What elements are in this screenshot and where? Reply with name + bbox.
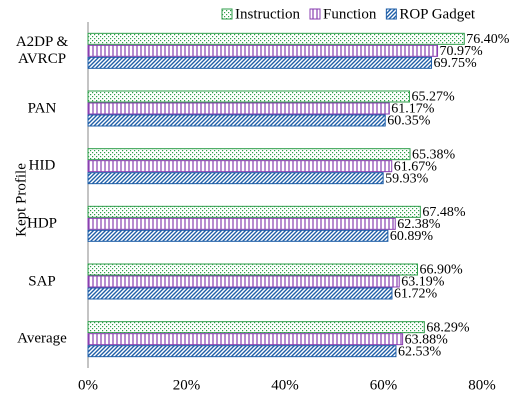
value-label: 76.40%	[466, 32, 510, 47]
legend-swatch	[221, 8, 233, 20]
bar	[87, 217, 396, 230]
value-label: 69.75%	[434, 56, 478, 71]
legend-label: ROP Gadget	[399, 6, 476, 22]
bar	[87, 321, 425, 334]
bar	[87, 148, 411, 161]
x-tick-label: 80%	[468, 377, 496, 393]
y-axis-label: Kept Profile	[13, 163, 29, 237]
x-tick-label: 60%	[370, 377, 398, 393]
y-tick-label: PAN	[27, 100, 57, 116]
legend-swatch	[385, 8, 397, 20]
bar	[87, 32, 465, 45]
y-tick-label: Average	[17, 330, 67, 347]
x-tick-label: 20%	[173, 377, 201, 393]
value-label: 67.48%	[422, 205, 466, 220]
legend-label: Function	[323, 6, 377, 22]
bar	[87, 102, 390, 115]
value-label: 60.89%	[390, 229, 434, 244]
bar	[87, 333, 404, 346]
bar	[87, 287, 393, 300]
value-label: 61.17%	[391, 102, 435, 117]
value-label: 61.72%	[394, 287, 438, 302]
x-tick-label: 0%	[78, 377, 98, 393]
bar	[87, 275, 400, 288]
value-label: 59.93%	[385, 171, 429, 186]
y-tick-label: HID	[28, 157, 56, 174]
value-label: 62.53%	[398, 344, 442, 359]
value-label: 63.19%	[401, 275, 445, 290]
value-label: 62.38%	[397, 217, 441, 232]
value-label: 63.88%	[405, 332, 449, 347]
bar	[87, 44, 439, 57]
bar	[87, 172, 384, 185]
legend-swatch	[309, 8, 321, 20]
bar	[87, 229, 389, 242]
bar	[87, 114, 386, 127]
value-label: 65.38%	[412, 147, 456, 162]
value-label: 70.97%	[440, 44, 484, 59]
value-label: 65.27%	[411, 90, 455, 105]
y-tick-label: SAP	[28, 273, 56, 289]
bar	[87, 345, 397, 358]
value-label: 66.90%	[419, 263, 463, 278]
x-tick-label: 40%	[271, 377, 299, 393]
value-label: 68.29%	[426, 320, 470, 335]
y-tick-label: A2DP & AVRCP	[15, 33, 69, 67]
bar	[87, 56, 433, 69]
value-label: 60.35%	[387, 114, 431, 129]
bar	[87, 90, 410, 103]
bar	[87, 263, 418, 276]
y-tick-label: HDP	[26, 215, 57, 232]
bar	[87, 205, 421, 218]
value-label: 61.67%	[394, 159, 438, 174]
legend-label: Instruction	[235, 6, 300, 22]
bar	[87, 160, 393, 173]
